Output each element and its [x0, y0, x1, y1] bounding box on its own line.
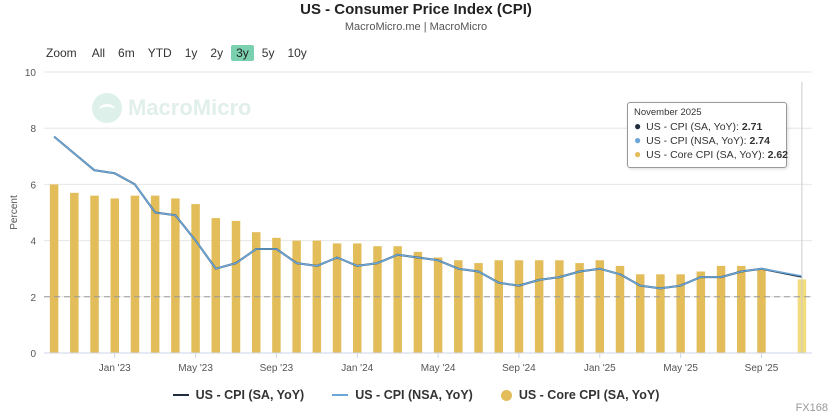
legend-line-icon [172, 394, 189, 396]
core-cpi-bar [454, 260, 463, 353]
y-tick-label: 2 [30, 293, 36, 304]
x-tick-label: Jan '23 [99, 363, 131, 374]
zoom-label: Zoom [46, 46, 77, 60]
legend-item-core-cpi[interactable]: US - Core CPI (SA, YoY) [500, 388, 660, 402]
watermark: MacroMicro [92, 93, 251, 123]
tooltip-row-cpi-nsa: ● US - CPI (NSA, YoY): 2.74 [634, 134, 780, 148]
core-cpi-bar [413, 251, 423, 353]
core-cpi-bar [171, 198, 180, 353]
x-tick-label: May '25 [663, 363, 698, 374]
zoom-2y-button[interactable]: 2y [210, 46, 224, 60]
x-tick-label: Jan '25 [584, 363, 616, 374]
zoom-6m-button[interactable]: 6m [118, 46, 135, 60]
x-tick-label: Sep '25 [745, 363, 779, 374]
legend-label: US - Core CPI (SA, YoY) [518, 388, 660, 402]
y-tick-label: 6 [30, 180, 36, 191]
core-cpi-bar [575, 263, 584, 353]
tooltip-label: US - CPI (NSA, YoY): [646, 135, 747, 147]
watermark-text: MacroMicro [128, 95, 252, 120]
core-cpi-bar [251, 232, 261, 353]
core-cpi-bar [150, 195, 160, 353]
y-tick-label: 8 [30, 124, 36, 135]
core-cpi-bar [534, 260, 544, 353]
core-cpi-bar [615, 265, 625, 353]
core-cpi-bar [211, 218, 221, 353]
core-cpi-bar [90, 195, 99, 353]
core-cpi-bar [130, 195, 140, 353]
tooltip-bullet-icon: ● [634, 147, 642, 161]
tooltip-row-cpi-sa: ● US - CPI (SA, YoY): 2.71 [634, 120, 780, 134]
tooltip-bullet-icon: ● [634, 133, 642, 147]
tooltip-bullet-icon: ● [634, 119, 642, 133]
y-tick-label: 10 [25, 68, 37, 79]
y-tick-label: 0 [30, 349, 36, 360]
core-cpi-bar [433, 257, 443, 353]
tooltip-value: 2.62 [767, 149, 788, 161]
y-axis-label: Percent [9, 195, 20, 230]
core-cpi-bar [595, 260, 605, 353]
corner-watermark: FX168 [795, 402, 828, 414]
core-cpi-bar [656, 274, 665, 353]
x-tick-label: May '23 [178, 363, 213, 374]
chart-tooltip: November 2025 ● US - CPI (SA, YoY): 2.71… [627, 102, 788, 168]
zoom-ytd-button[interactable]: YTD [147, 46, 172, 60]
core-cpi-bar [110, 198, 119, 353]
tooltip-label: US - CPI (SA, YoY): [646, 121, 739, 133]
cpi-nsa-line [53, 135, 803, 290]
core-cpi-bar [757, 268, 766, 353]
legend-label: US - CPI (NSA, YoY) [355, 388, 473, 402]
core-cpi-bar [272, 237, 281, 353]
core-cpi-bar [676, 274, 685, 353]
legend-dot-icon [500, 389, 512, 401]
core-cpi-bar [393, 246, 402, 353]
core-cpi-bar [494, 260, 503, 353]
core-cpi-bar [49, 184, 59, 353]
macromicro-logo-icon [92, 93, 122, 123]
core-cpi-bar [231, 220, 241, 353]
x-tick-label: Jan '24 [341, 363, 373, 374]
core-cpi-bar [70, 192, 79, 353]
legend-item-cpi-sa[interactable]: US - CPI (SA, YoY) [172, 388, 305, 402]
tooltip-date: November 2025 [634, 107, 702, 118]
chart-subtitle: MacroMicro.me | MacroMicro [344, 21, 488, 33]
zoom-3y-button[interactable]: 3y [231, 45, 254, 61]
x-tick-label: Sep '24 [502, 363, 536, 374]
tooltip-row-core-cpi: ● US - Core CPI (SA, YoY): 2.62 [634, 147, 788, 162]
chart-legend: US - CPI (SA, YoY) US - CPI (NSA, YoY) U… [0, 388, 832, 402]
core-cpi-bar [716, 265, 726, 353]
core-cpi-bar [191, 204, 200, 353]
zoom-10y-button[interactable]: 10y [287, 46, 307, 60]
core-cpi-bar [373, 246, 382, 353]
core-cpi-bar [696, 271, 706, 353]
core-cpi-bar [332, 243, 342, 353]
core-cpi-bar [737, 265, 746, 353]
x-tick-label: May '24 [421, 363, 456, 374]
core-cpi-bar [514, 260, 524, 353]
core-cpi-bar [635, 274, 645, 353]
x-tick-label: Sep '23 [260, 363, 294, 374]
zoom-all-button[interactable]: All [91, 46, 106, 60]
legend-label: US - CPI (SA, YoY) [195, 388, 305, 402]
core-cpi-bar [353, 243, 362, 353]
y-tick-label: 4 [30, 237, 36, 248]
core-cpi-bar [555, 260, 564, 353]
tooltip-value: 2.74 [749, 135, 770, 147]
zoom-5y-button[interactable]: 5y [261, 46, 275, 60]
tooltip-label: US - Core CPI (SA, YoY): [646, 149, 765, 161]
zoom-1y-button[interactable]: 1y [184, 46, 198, 60]
legend-item-cpi-nsa[interactable]: US - CPI (NSA, YoY) [332, 388, 473, 402]
legend-line-icon [332, 394, 349, 396]
core-cpi-bar [474, 263, 483, 353]
zoom-bar: Zoom All 6m YTD 1y 2y 3y 5y 10y [46, 44, 315, 62]
chart-title: US - Consumer Price Index (CPI) [300, 1, 532, 18]
tooltip-value: 2.71 [741, 121, 763, 133]
